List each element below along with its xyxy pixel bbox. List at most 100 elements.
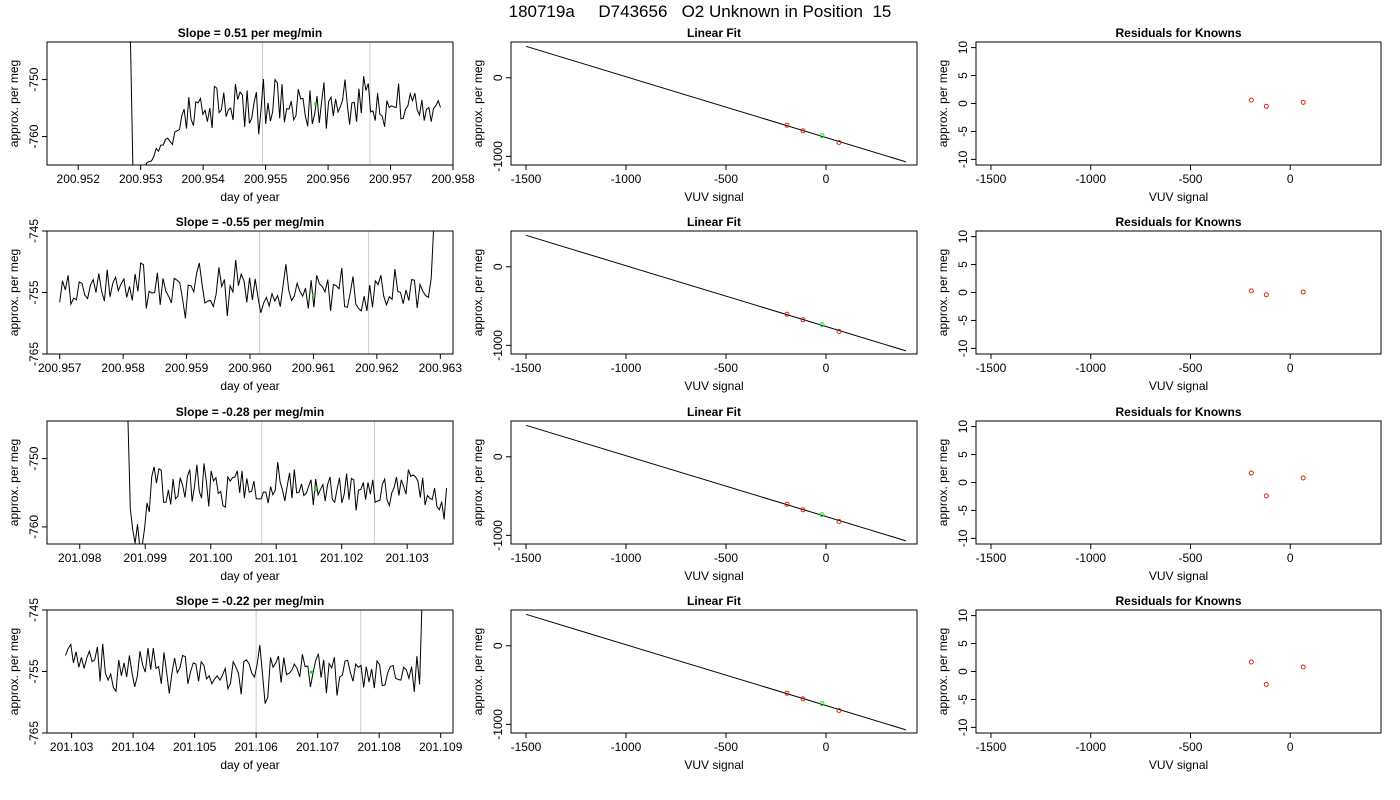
y-tick-label: -760 [27, 515, 41, 539]
known-point [836, 328, 842, 334]
x-axis-label: VUV signal [1149, 569, 1208, 583]
x-tick-label: 200.956 [306, 172, 350, 186]
x-tick-label: 200.952 [57, 172, 101, 186]
residuals-panel: Residuals for Knowns -1500 -1000 -500 0 -10 -5… [936, 405, 1382, 583]
fit-line [525, 613, 907, 731]
y-tick-label: 5 [956, 72, 970, 79]
plot-area [1248, 659, 1306, 687]
plot-area [127, 421, 447, 544]
unknown-marker [313, 102, 318, 106]
x-tick-label: -1000 [1075, 172, 1106, 186]
y-tick-label: 10 [956, 230, 970, 244]
plot-frame [510, 230, 918, 355]
x-tick-label: -1000 [611, 740, 642, 754]
known-point [800, 128, 806, 134]
x-tick-label: 201.108 [357, 740, 401, 754]
panel-title: Residuals for Knowns [1115, 405, 1241, 419]
x-tick-label: 201.107 [296, 740, 340, 754]
plot-frame [975, 420, 1382, 545]
panel-title: Residuals for Knowns [1115, 594, 1241, 608]
linear-fit-panel: Linear Fit -1500 -1000 -500 0 0 -1000 VUV signa… [471, 215, 918, 393]
residuals-panel: Residuals for Knowns -1500 -1000 -500 0 -10 -5… [936, 594, 1382, 772]
plot-frame [46, 609, 454, 734]
x-tick-label: -1500 [511, 172, 542, 186]
known-point [800, 317, 806, 323]
x-axis-label: day of year [220, 758, 279, 772]
x-tick-label: 200.957 [369, 172, 413, 186]
panel-title: Slope = -0.22 per meg/min [176, 594, 324, 608]
linear-fit-panel: Linear Fit -1500 -1000 -500 0 0 -1000 VUV signa… [471, 26, 918, 204]
x-axis-label: day of year [220, 379, 279, 393]
y-tick-label: 5 [956, 261, 970, 268]
residual-point [1300, 289, 1306, 295]
x-tick-label: 0 [1287, 172, 1294, 186]
x-axis-label: VUV signal [1149, 758, 1208, 772]
x-axis-label: day of year [220, 190, 279, 204]
y-axis-label: approx. per meg [7, 60, 21, 147]
y-tick-label: 0 [956, 100, 970, 107]
known-point [784, 501, 790, 507]
unknown-point [819, 322, 825, 328]
y-tick-label: -745 [27, 219, 41, 243]
y-tick-label: 10 [956, 41, 970, 55]
y-tick-label: -1000 [491, 330, 505, 361]
unknown-marker [311, 293, 316, 297]
panel-title: Linear Fit [687, 26, 741, 40]
fit-line [525, 45, 907, 163]
plot-area [1248, 97, 1306, 109]
x-tick-label: 201.103 [50, 740, 94, 754]
known-point [784, 311, 790, 317]
x-tick-label: 0 [1287, 740, 1294, 754]
y-axis-label: approx. per meg [7, 249, 21, 336]
x-tick-label: 201.105 [173, 740, 217, 754]
x-tick-label: -1500 [511, 740, 542, 754]
y-axis-label: approx. per meg [936, 628, 950, 715]
known-point [836, 707, 842, 713]
plot-area [525, 424, 907, 542]
x-tick-label: -1000 [1075, 551, 1106, 565]
plot-area [128, 42, 441, 165]
x-tick-label: 200.958 [101, 361, 145, 375]
y-tick-label: 0 [956, 289, 970, 296]
timeseries-line [65, 610, 423, 704]
plot-area [65, 610, 423, 733]
residual-point [1263, 493, 1269, 499]
x-tick-label: 201.102 [320, 551, 364, 565]
x-axis-label: VUV signal [684, 758, 743, 772]
x-tick-label: -500 [714, 361, 738, 375]
x-tick-label: 200.953 [119, 172, 163, 186]
x-tick-label: -1500 [511, 551, 542, 565]
x-tick-label: -1500 [976, 551, 1007, 565]
y-axis-label: approx. per meg [7, 628, 21, 715]
x-axis-label: VUV signal [1149, 190, 1208, 204]
y-tick-label: -765 [27, 721, 41, 745]
y-tick-label: -5 [956, 694, 970, 705]
x-tick-label: 201.100 [189, 551, 233, 565]
linear-fit-panel: Linear Fit -1500 -1000 -500 0 0 -1000 VUV signa… [471, 594, 918, 772]
y-axis-label: approx. per meg [936, 439, 950, 526]
x-tick-label: -1000 [611, 551, 642, 565]
x-tick-label: 201.109 [419, 740, 463, 754]
x-axis-label: day of year [220, 569, 279, 583]
unknown-point [819, 133, 825, 139]
y-axis-label: approx. per meg [471, 60, 485, 147]
y-axis-label: approx. per meg [936, 60, 950, 147]
residual-point [1248, 659, 1254, 665]
figure-title: 180719a D743656 O2 Unknown in Position 1… [508, 2, 892, 21]
y-tick-label: -755 [27, 659, 41, 683]
y-axis-label: approx. per meg [471, 439, 485, 526]
x-tick-label: 200.957 [38, 361, 82, 375]
y-axis-label: approx. per meg [936, 249, 950, 336]
panel-title: Residuals for Knowns [1115, 215, 1241, 229]
y-tick-label: 10 [956, 609, 970, 623]
panel-title: Linear Fit [687, 594, 741, 608]
x-tick-label: -500 [1178, 551, 1202, 565]
y-axis-label: approx. per meg [7, 439, 21, 526]
x-tick-label: 200.963 [419, 361, 463, 375]
plot-frame [46, 420, 454, 545]
unknown-point [819, 701, 825, 707]
panel-title: Residuals for Knowns [1115, 26, 1241, 40]
x-tick-label: -500 [1178, 172, 1202, 186]
unknown-marker [313, 488, 318, 492]
plot-area [1248, 288, 1306, 298]
